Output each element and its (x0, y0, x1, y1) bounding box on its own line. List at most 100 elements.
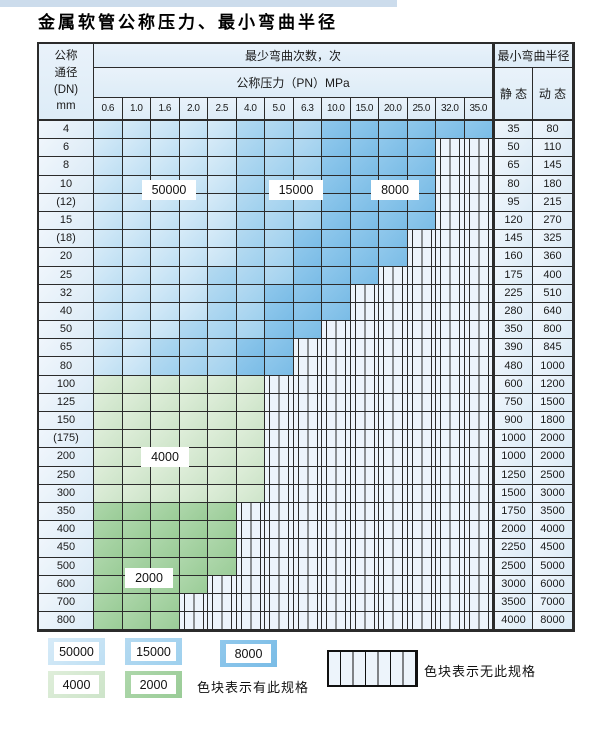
spec-cell (265, 266, 294, 285)
no-spec-cell (436, 211, 465, 231)
no-spec-cell (464, 393, 493, 412)
no-spec-cell (350, 539, 379, 558)
dn-cell: 400 (39, 521, 94, 540)
spec-cell (179, 557, 208, 576)
no-spec-cell (322, 448, 351, 467)
spec-cell (265, 357, 294, 376)
spec-cell (236, 393, 265, 412)
no-spec-cell (350, 575, 379, 594)
spec-cell (151, 412, 180, 431)
no-spec-cell (379, 575, 408, 594)
has-spec-note: 色块表示有此规格 (197, 680, 310, 695)
no-spec-cell (464, 248, 493, 267)
no-spec-cell (464, 612, 493, 631)
spec-cell (94, 321, 123, 340)
no-spec-cell (407, 375, 436, 394)
spec-cell (179, 539, 208, 558)
spec-cell (151, 321, 180, 340)
no-spec-cell (350, 430, 379, 449)
spec-cell (122, 393, 151, 412)
no-spec-cell (436, 612, 465, 631)
spec-cell (350, 121, 379, 140)
spec-cell (322, 302, 351, 322)
static-value-cell: 390 (493, 339, 533, 358)
dn-cell: 20 (39, 248, 94, 267)
no-spec-cell (436, 139, 465, 158)
no-spec-cell (464, 539, 493, 558)
no-spec-cell (379, 557, 408, 576)
spec-cell (151, 121, 180, 140)
spec-cell (350, 248, 379, 267)
spec-cell (122, 339, 151, 358)
spec-cell (122, 302, 151, 322)
no-spec-cell (379, 284, 408, 303)
dn-cell: 65 (39, 339, 94, 358)
no-spec-cell (350, 521, 379, 540)
spec-cell (322, 211, 351, 231)
no-spec-cell (379, 448, 408, 467)
spec-cell (122, 284, 151, 303)
no-spec-cell (379, 430, 408, 449)
spec-cell (265, 302, 294, 322)
legend-swatch-2000: 2000 (125, 671, 182, 698)
no-spec-cell (236, 502, 265, 522)
spec-cell (122, 121, 151, 140)
spec-cell (236, 284, 265, 303)
spec-cell (236, 339, 265, 358)
legend-swatch-8000-label: 8000 (226, 644, 271, 663)
no-spec-cell (293, 575, 322, 594)
dn-cell: 100 (39, 375, 94, 394)
spec-cell (122, 593, 151, 613)
no-spec-cell (464, 175, 493, 194)
spec-cell (122, 248, 151, 267)
legend-swatch-4000: 4000 (48, 671, 105, 698)
no-spec-cell (322, 375, 351, 394)
no-spec-cell (236, 593, 265, 613)
legend-swatch-15000-label: 15000 (131, 642, 176, 661)
no-spec-cell (436, 593, 465, 613)
no-spec-cell (464, 412, 493, 431)
no-spec-cell (464, 357, 493, 376)
no-spec-cell (350, 375, 379, 394)
spec-cell (293, 230, 322, 249)
pressure-header-cell: 0.6 (94, 98, 123, 121)
static-value-cell: 280 (493, 302, 533, 322)
spec-cell (179, 321, 208, 340)
no-spec-cell (179, 612, 208, 631)
dynamic-value-cell: 1800 (533, 412, 573, 431)
no-spec-cell (407, 302, 436, 322)
no-spec-cell (265, 393, 294, 412)
spec-cell (151, 430, 180, 449)
spec-cell (265, 121, 294, 140)
spec-cell (94, 466, 123, 485)
spec-cell (122, 157, 151, 176)
no-spec-cell (350, 612, 379, 631)
legend-swatch-50000: 50000 (48, 638, 105, 665)
corner-line3: (DN) (53, 83, 79, 96)
spec-cell (265, 321, 294, 340)
no-spec-cell (322, 593, 351, 613)
spec-cell (94, 357, 123, 376)
static-value-cell: 1250 (493, 466, 533, 485)
dynamic-value-cell: 3000 (533, 484, 573, 503)
spec-cell (407, 211, 436, 231)
spec-cell (208, 557, 237, 576)
static-header: 静 态 (493, 68, 533, 121)
no-spec-cell (436, 357, 465, 376)
spec-cell (208, 357, 237, 376)
spec-cell (322, 230, 351, 249)
pressure-header-cell: 6.3 (293, 98, 322, 121)
spec-cell (293, 139, 322, 158)
spec-cell (94, 157, 123, 176)
no-spec-cell (322, 484, 351, 503)
dn-cell: 450 (39, 539, 94, 558)
no-spec-cell (265, 593, 294, 613)
no-spec-cell (464, 230, 493, 249)
no-spec-cell (379, 412, 408, 431)
spec-cell (379, 248, 408, 267)
spec-cell (293, 284, 322, 303)
static-value-cell: 350 (493, 321, 533, 340)
no-spec-cell (322, 339, 351, 358)
no-spec-cell (379, 593, 408, 613)
spec-cell (122, 539, 151, 558)
